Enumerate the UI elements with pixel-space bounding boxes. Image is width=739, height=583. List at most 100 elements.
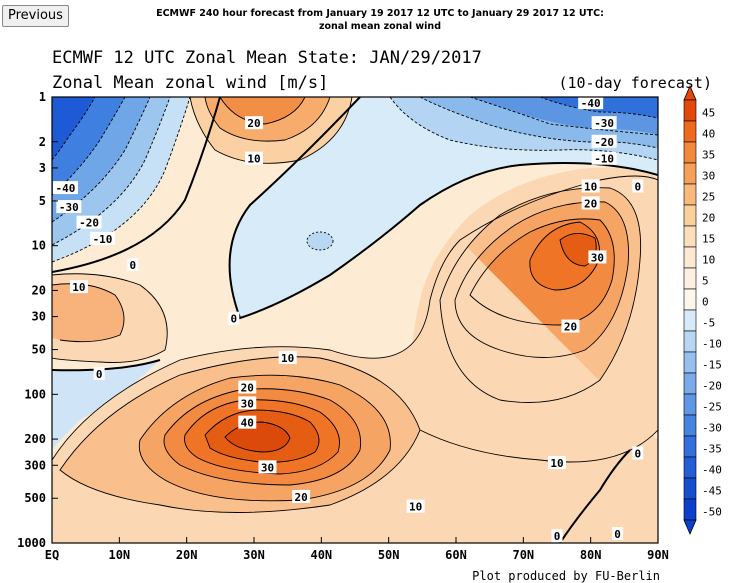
colorbar-bottom-arrow: [683, 519, 697, 536]
contour-label-bg: [581, 179, 600, 193]
y-tick-label: 10: [32, 239, 46, 253]
colorbar-segment: [683, 246, 697, 269]
y-tick-label: 20: [32, 283, 46, 297]
y-tick-label: 200: [24, 432, 46, 446]
contour-label: 30: [591, 251, 604, 264]
header-line-2: zonal mean zonal wind: [318, 21, 441, 32]
contour-label-bg: [551, 529, 563, 543]
contour-label: 40: [241, 417, 254, 430]
contour-label-bg: [612, 527, 624, 541]
colorbar-segment: [683, 393, 697, 416]
colorbar-label: 25: [702, 191, 715, 204]
colorbar-label: -5: [702, 317, 715, 330]
colorbar-segment: [683, 372, 697, 395]
contour-label-bg: [238, 415, 257, 429]
x-tick-label: 80N: [580, 548, 602, 562]
y-tick-label: 50: [32, 343, 46, 357]
contour-label: 30: [261, 461, 274, 474]
contour-label-bg: [548, 456, 566, 470]
contour-label-bg: [591, 151, 617, 165]
contour-label-bg: [127, 258, 139, 272]
plot-frame: [51, 96, 659, 544]
contour-label: 20: [295, 491, 308, 504]
colorbar-segment: [683, 456, 697, 479]
chart-subtitle: Zonal Mean zonal wind [m/s]: [52, 73, 328, 93]
colorbar-label: -45: [702, 485, 722, 498]
colorbar: 45 40 35 30 25 20 15 10 5 0 -5 -10 -15 -20 -25 -30 -35 -4…: [683, 84, 722, 536]
contour-label: 10: [281, 352, 294, 365]
contour-label: 10: [72, 281, 85, 294]
colorbar-segment: [683, 204, 697, 227]
y-tick-label: 100: [24, 387, 46, 401]
contour-label: -40: [581, 97, 601, 110]
colorbar-label: 20: [702, 212, 715, 225]
y-tick-label: 30: [32, 310, 46, 324]
contour-label: -40: [56, 182, 76, 195]
contour-label: -30: [594, 117, 614, 130]
colorbar-label: 35: [702, 149, 715, 162]
colorbar-label: -50: [702, 506, 722, 519]
contour-label-bg: [578, 97, 604, 110]
forecast-note: (10-day forecast): [558, 74, 712, 92]
colorbar-label: -40: [702, 464, 722, 477]
y-tick-label: 1000: [17, 536, 46, 550]
contour-label-bg: [581, 196, 600, 210]
colorbar-label: 15: [702, 233, 715, 246]
contour-label-bg: [245, 116, 263, 130]
contour-label: 10: [550, 457, 563, 470]
x-tick-label: 40N: [310, 548, 332, 562]
colorbar-segment: [683, 99, 697, 122]
contour-label: 0: [634, 181, 641, 194]
x-tick-label: 50N: [378, 548, 400, 562]
contour-label-bg: [56, 200, 82, 214]
contour-label-bg: [90, 231, 115, 245]
x-tick-label: 90N: [647, 548, 669, 562]
contour-label-bg: [52, 181, 78, 195]
contour-label: 0: [554, 530, 561, 543]
contour-label-bg: [591, 116, 617, 130]
contour-label: 10: [584, 181, 597, 194]
colorbar-label: 0: [702, 296, 709, 309]
y-tick-label: 1: [39, 90, 46, 104]
colorbar-segment: [683, 162, 697, 185]
colorbar-label: -20: [702, 380, 722, 393]
chart-axes: EQ 10N 20N 30N 40N 50N 60N 70N 80N 90N 1 2 3 5 10 20 30 5…: [17, 90, 669, 562]
y-tick-label: 3: [39, 161, 46, 175]
header-line-1: ECMWF 240 hour forecast from January 19 …: [156, 8, 604, 19]
contour-label: 30: [241, 397, 254, 410]
colorbar-label: 10: [702, 254, 715, 267]
contour-label-bg: [561, 319, 580, 333]
colorbar-label: -15: [702, 359, 722, 372]
y-tick-label: 2: [39, 135, 46, 149]
colorbar-segment: [683, 330, 697, 353]
contour-label: 10: [409, 501, 422, 514]
colorbar-segment: [683, 183, 697, 206]
contour-label: 0: [634, 447, 641, 460]
colorbar-segment: [683, 498, 697, 521]
contour-label: -20: [594, 136, 614, 149]
contour-label: -30: [59, 201, 79, 214]
contour-label-bg: [632, 179, 644, 193]
colorbar-label: -35: [702, 443, 722, 456]
contour-labels: -40-30-20-1002010-40-30-20-1001001020302…: [52, 97, 644, 543]
colorbar-segment: [683, 351, 697, 374]
contour-lines: [52, 97, 658, 543]
contour-label: 20: [584, 197, 597, 210]
previous-button[interactable]: Previous: [2, 5, 69, 27]
x-tick-label: 10N: [108, 548, 130, 562]
contour-label-bg: [93, 367, 105, 381]
westerly-regions: [52, 97, 658, 543]
colorbar-label: 30: [702, 170, 715, 183]
contour-label-bg: [406, 499, 425, 513]
colorbar-segment: [683, 288, 697, 311]
contour-label-bg: [69, 280, 88, 294]
contour-label-bg: [278, 351, 297, 365]
contour-label-bg: [632, 446, 644, 460]
colorbar-segment: [683, 414, 697, 437]
chart-title: ECMWF 12 UTC Zonal Mean State: JAN/29/20…: [52, 48, 482, 68]
colorbar-segment: [683, 225, 697, 248]
y-tick-label: 300: [24, 458, 46, 472]
contour-label: 0: [614, 528, 621, 541]
credit-text: Plot produced by FU-Berlin: [472, 569, 660, 583]
